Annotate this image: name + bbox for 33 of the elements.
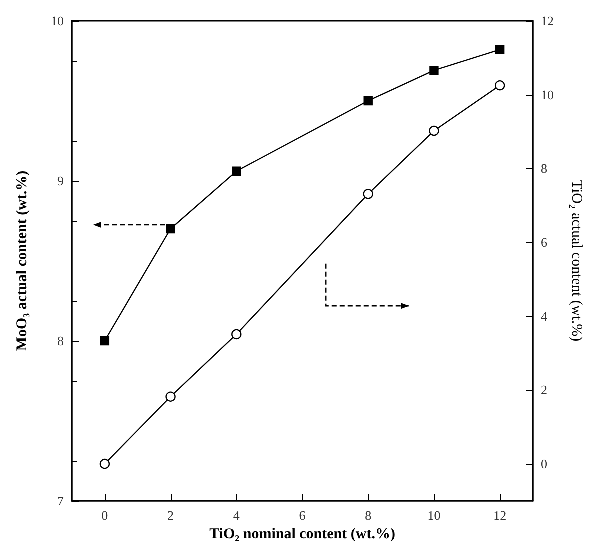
y-tick-label: 7 bbox=[58, 494, 64, 508]
point bbox=[494, 80, 506, 91]
y2-axis-title: TiO₂ actual content (wt.%) bbox=[568, 180, 584, 342]
point bbox=[363, 189, 374, 200]
point bbox=[495, 45, 505, 54]
x-axis-title: TiO₂ nominal content (wt.%) bbox=[210, 526, 396, 542]
x-tick-label: 2 bbox=[168, 508, 174, 523]
x-tick-label: 4 bbox=[233, 508, 240, 523]
y2-tick-label: 4 bbox=[541, 308, 548, 324]
x-tick-label: 12 bbox=[494, 508, 507, 523]
point bbox=[100, 458, 110, 470]
point bbox=[100, 336, 110, 346]
y2-tick-label: 0 bbox=[541, 456, 548, 472]
x-tick-label: 6 bbox=[299, 508, 306, 523]
point bbox=[166, 224, 176, 234]
y2-tick-label: 10 bbox=[541, 87, 554, 102]
point bbox=[232, 166, 242, 176]
y-tick-label: 10 bbox=[51, 14, 64, 28]
point bbox=[232, 329, 242, 340]
point bbox=[430, 66, 439, 76]
point bbox=[166, 392, 176, 402]
y-tick-label: 8 bbox=[58, 334, 64, 348]
x-tick-label: 10 bbox=[428, 508, 441, 523]
x-tick-label: 8 bbox=[365, 508, 372, 523]
y-axis-title: MoO₃ actual content (wt.%) bbox=[14, 170, 30, 352]
x-tick-label: 0 bbox=[102, 508, 108, 523]
y2-tick-label: 2 bbox=[541, 382, 548, 398]
y2-tick-label: 12 bbox=[541, 14, 554, 28]
point bbox=[364, 96, 373, 106]
y-tick-label: 9 bbox=[58, 174, 64, 188]
point bbox=[429, 126, 440, 136]
y2-tick-label: 8 bbox=[541, 161, 548, 176]
y2-tick-label: 6 bbox=[541, 235, 548, 250]
